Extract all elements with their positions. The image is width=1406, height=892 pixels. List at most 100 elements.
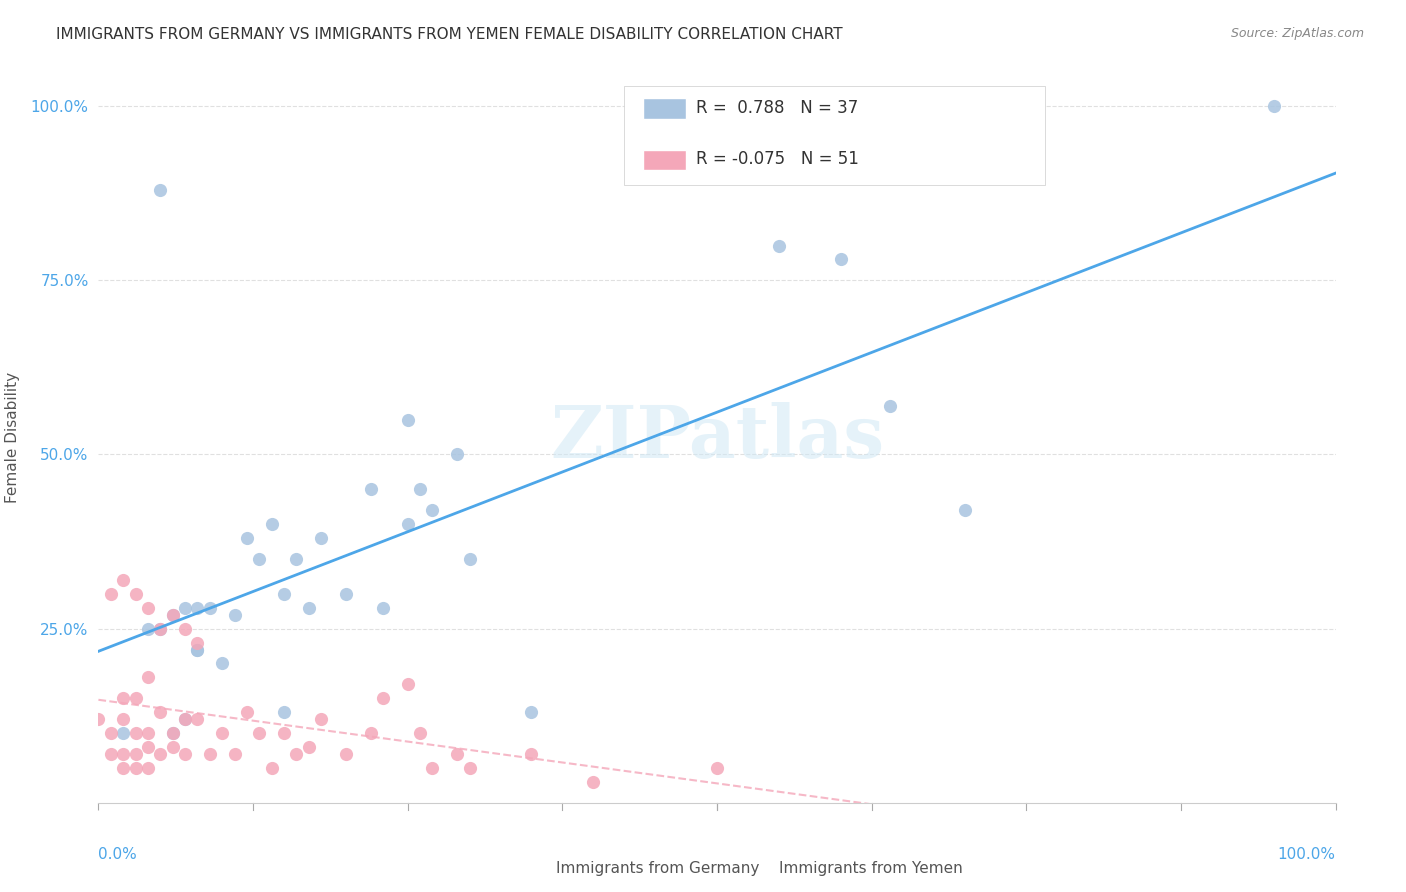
Point [112, 747, 135, 761]
Point [100, 587, 122, 601]
Point [162, 607, 184, 622]
Point [124, 726, 146, 740]
Point [247, 552, 270, 566]
Point [186, 712, 208, 726]
Point [149, 183, 172, 197]
Point [100, 747, 122, 761]
Point [124, 691, 146, 706]
Point [309, 531, 332, 545]
Point [211, 657, 233, 671]
Text: R =  0.788   N = 37: R = 0.788 N = 37 [696, 99, 858, 117]
Point [162, 726, 184, 740]
Point [371, 691, 394, 706]
Point [198, 747, 221, 761]
Point [309, 712, 332, 726]
Point [124, 587, 146, 601]
Point [174, 622, 197, 636]
Text: Source: ZipAtlas.com: Source: ZipAtlas.com [1230, 27, 1364, 40]
Point [396, 517, 419, 532]
Point [953, 503, 976, 517]
Point [236, 531, 259, 545]
Point [186, 635, 208, 649]
Point [285, 552, 308, 566]
Point [174, 712, 197, 726]
Point [136, 600, 159, 615]
Point [136, 622, 159, 636]
Point [335, 587, 357, 601]
Point [706, 761, 728, 775]
Text: 100.0%: 100.0% [1278, 847, 1336, 862]
FancyBboxPatch shape [748, 855, 770, 871]
Point [224, 607, 246, 622]
Point [136, 726, 159, 740]
Point [112, 691, 135, 706]
Point [186, 642, 208, 657]
Point [520, 747, 543, 761]
Point [360, 726, 382, 740]
Point [112, 573, 135, 587]
Point [298, 740, 321, 755]
Point [149, 622, 172, 636]
Point [162, 607, 184, 622]
Point [149, 622, 172, 636]
Point [100, 726, 122, 740]
Text: IMMIGRANTS FROM GERMANY VS IMMIGRANTS FROM YEMEN FEMALE DISABILITY CORRELATION C: IMMIGRANTS FROM GERMANY VS IMMIGRANTS FR… [56, 27, 842, 42]
Point [87, 712, 110, 726]
Point [830, 252, 852, 267]
Point [136, 740, 159, 755]
Point [174, 712, 197, 726]
Text: Immigrants from Germany: Immigrants from Germany [557, 862, 759, 876]
Text: ZIPatlas: ZIPatlas [550, 401, 884, 473]
Point [360, 483, 382, 497]
Point [298, 600, 321, 615]
Point [422, 761, 444, 775]
FancyBboxPatch shape [643, 98, 686, 119]
Point [335, 747, 357, 761]
Text: R = -0.075   N = 51: R = -0.075 N = 51 [696, 150, 859, 168]
Point [396, 412, 419, 426]
Point [768, 238, 790, 252]
Point [409, 483, 432, 497]
Point [198, 600, 221, 615]
Point [211, 726, 233, 740]
Point [174, 600, 197, 615]
Point [112, 712, 135, 726]
Point [879, 399, 901, 413]
Point [136, 761, 159, 775]
Point [260, 517, 283, 532]
Point [285, 747, 308, 761]
Point [247, 726, 270, 740]
Point [149, 705, 172, 719]
Point [273, 587, 295, 601]
Point [446, 747, 468, 761]
Point [520, 705, 543, 719]
FancyBboxPatch shape [643, 150, 686, 170]
Point [124, 747, 146, 761]
Point [260, 761, 283, 775]
Point [1263, 99, 1285, 113]
Point [409, 726, 432, 740]
Point [582, 775, 605, 789]
Point [371, 600, 394, 615]
Point [458, 761, 481, 775]
Point [112, 726, 135, 740]
Point [273, 726, 295, 740]
FancyBboxPatch shape [624, 86, 1045, 185]
Point [186, 600, 208, 615]
Point [149, 747, 172, 761]
Point [224, 747, 246, 761]
Point [446, 448, 468, 462]
Point [174, 747, 197, 761]
Point [396, 677, 419, 691]
Point [112, 761, 135, 775]
Point [124, 761, 146, 775]
FancyBboxPatch shape [526, 855, 547, 871]
Point [136, 670, 159, 684]
Y-axis label: Female Disability: Female Disability [4, 371, 20, 503]
Point [162, 726, 184, 740]
Text: Immigrants from Yemen: Immigrants from Yemen [779, 862, 963, 876]
Point [273, 705, 295, 719]
Point [422, 503, 444, 517]
Point [236, 705, 259, 719]
Text: 0.0%: 0.0% [98, 847, 138, 862]
